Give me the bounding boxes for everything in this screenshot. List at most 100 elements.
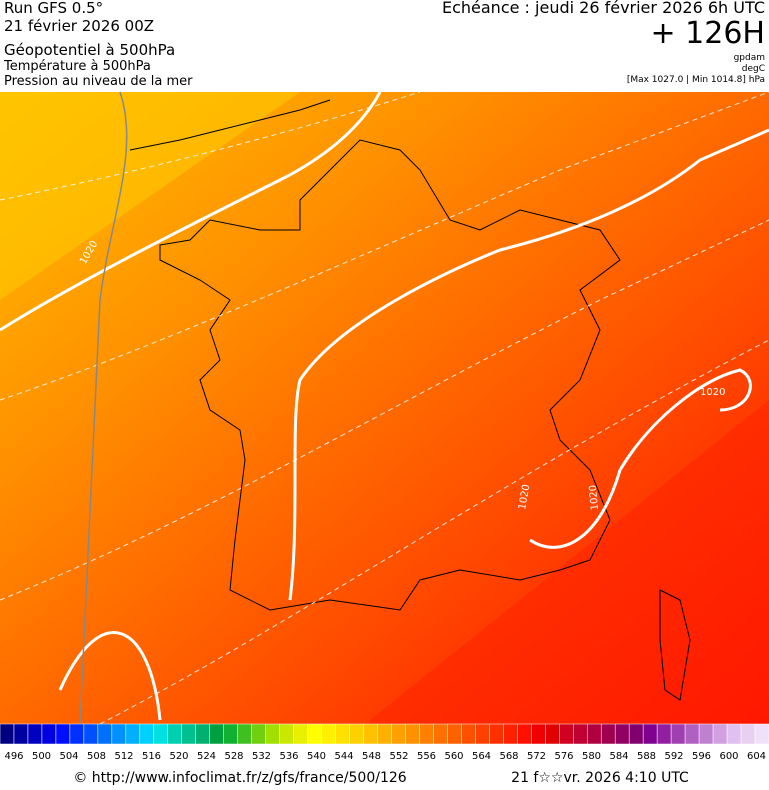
color-swatch <box>559 723 574 745</box>
color-swatch <box>195 723 210 745</box>
color-swatch <box>670 723 686 745</box>
color-swatch <box>433 723 448 745</box>
colorbar-label: 540 <box>307 751 326 762</box>
echeance: Echéance : jeudi 26 février 2026 6h UTC <box>442 0 765 17</box>
color-swatch <box>684 723 700 745</box>
color-swatch <box>209 723 224 745</box>
field: Température à 500hPa <box>3 59 151 74</box>
color-swatch <box>475 723 490 745</box>
colorbar-label: 528 <box>224 751 243 762</box>
color-swatch <box>307 723 322 745</box>
colorbar-label: 548 <box>362 751 381 762</box>
jet-line <box>79 91 128 725</box>
color-swatch <box>363 723 378 745</box>
colorbar-label: 496 <box>4 751 23 762</box>
color-swatch <box>740 723 756 745</box>
unit: gpdam <box>734 53 765 63</box>
lead-time: + 126H <box>651 16 766 51</box>
colorbar-label: 504 <box>59 751 78 762</box>
source-url: © http://www.infoclimat.fr/z/gfs/france/… <box>73 770 406 786</box>
color-swatch <box>265 723 280 745</box>
color-swatch <box>656 723 672 745</box>
color-swatch <box>545 723 560 745</box>
color-swatch <box>153 723 169 745</box>
color-swatch <box>726 723 742 745</box>
header: Run GFS 0.5° 21 février 2026 00Z Géopote… <box>3 0 765 89</box>
colorbar-label: 564 <box>472 751 491 762</box>
color-swatch <box>712 723 728 745</box>
warm-zone <box>370 400 769 724</box>
contour-label: 1020 <box>700 387 725 398</box>
field: Géopotentiel à 500hPa <box>4 41 175 59</box>
colorbar-label: 568 <box>499 751 518 762</box>
color-swatch <box>167 723 183 745</box>
unit: degC <box>742 64 765 74</box>
color-swatch <box>614 723 630 745</box>
color-swatch <box>489 723 504 745</box>
color-swatch <box>0 723 15 745</box>
color-swatch <box>573 723 588 745</box>
coastline <box>129 99 691 701</box>
color-swatch <box>642 723 658 745</box>
colorbar-label: 572 <box>527 751 546 762</box>
run: Run GFS 0.5° <box>4 0 103 17</box>
colorbar-label: 560 <box>444 751 463 762</box>
color-swatch <box>461 723 476 745</box>
color-swatch <box>447 723 462 745</box>
color-swatch <box>349 723 364 745</box>
color-swatch <box>41 723 57 745</box>
contour-label: 1020 <box>588 484 601 510</box>
color-swatch <box>293 723 308 745</box>
colorbar-label: 500 <box>32 751 51 762</box>
color-swatch <box>97 723 113 745</box>
color-swatch <box>600 723 616 745</box>
colorbar-label: 524 <box>197 751 216 762</box>
color-swatch <box>69 723 85 745</box>
colorbar-label: 552 <box>389 751 408 762</box>
color-swatch <box>419 723 434 745</box>
colorbar-label: 532 <box>252 751 271 762</box>
color-swatch <box>55 723 71 745</box>
colorbar-label: 588 <box>637 751 656 762</box>
color-swatch <box>628 723 644 745</box>
colorbar-label: 520 <box>169 751 188 762</box>
color-swatch <box>181 723 196 745</box>
color-swatch <box>531 723 546 745</box>
color-swatch <box>251 723 266 745</box>
colorbar-label: 516 <box>142 751 161 762</box>
color-swatch <box>237 723 252 745</box>
color-swatch <box>279 723 294 745</box>
range: [Max 1027.0 | Min 1014.8] hPa <box>627 75 765 85</box>
colorbar-label: 592 <box>664 751 683 762</box>
colorbar-label: 512 <box>114 751 133 762</box>
color-swatch <box>377 723 392 745</box>
contour-label: 1020 <box>517 484 532 511</box>
run-date: 21 février 2026 00Z <box>4 17 154 35</box>
color-swatch <box>503 723 518 745</box>
color-swatch <box>754 723 769 745</box>
color-swatch <box>586 723 602 745</box>
color-swatch <box>517 723 532 745</box>
isotherms <box>0 91 769 725</box>
colorbar-label: 576 <box>554 751 573 762</box>
isobars <box>0 91 769 721</box>
colorbar-label: 600 <box>719 751 738 762</box>
color-swatch <box>139 723 155 745</box>
color-swatch <box>391 723 406 745</box>
color-swatch <box>83 723 99 745</box>
colorbar: 496 500 504 508 512 516 520 524 528 532 536 540 544 5… <box>0 723 769 762</box>
colorbar-label: 536 <box>279 751 298 762</box>
colorbar-label: 544 <box>334 751 353 762</box>
generation-date: 21 f☆☆vr. 2026 4:10 UTC <box>511 770 689 786</box>
colorbar-label: 584 <box>609 751 628 762</box>
color-swatch <box>405 723 420 745</box>
cool-zone <box>0 92 300 300</box>
color-swatch <box>223 723 238 745</box>
color-swatch <box>321 723 336 745</box>
color-swatch <box>111 723 127 745</box>
color-swatch <box>335 723 350 745</box>
map: 1020 1020 1020 1020 <box>0 91 769 725</box>
color-swatch <box>13 723 29 745</box>
field: Pression au niveau de la mer <box>4 74 193 89</box>
